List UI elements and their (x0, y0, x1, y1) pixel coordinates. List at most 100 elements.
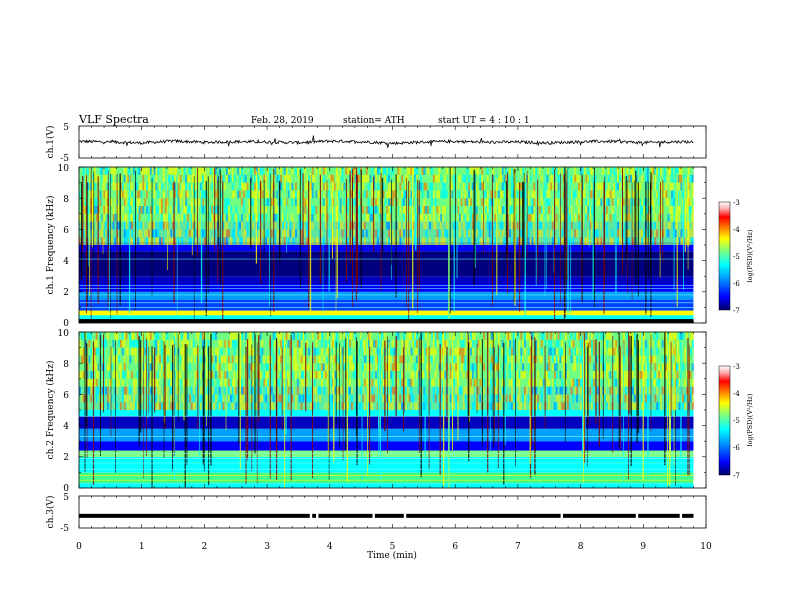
spectrogram-cell (611, 174, 614, 183)
spectrogram-cell (643, 174, 646, 183)
spectrogram-cell (244, 174, 247, 183)
spectrogram-cell (110, 221, 113, 230)
spectrogram-cell (540, 198, 543, 206)
spectrogram-cell (268, 190, 272, 199)
spectrogram-cell (82, 190, 85, 199)
spectrogram-cell (296, 213, 300, 222)
spectrogram-cell (170, 198, 173, 206)
spectrogram-cell (79, 206, 82, 214)
spectrogram-cell (659, 206, 663, 214)
spectrogram-cell (149, 206, 152, 214)
spectrogram-cell (280, 402, 283, 410)
spectrogram-cell (542, 190, 545, 199)
spectrogram-cell (296, 237, 300, 245)
spectrogram-cell (224, 394, 227, 403)
spectrogram-cell (153, 174, 156, 183)
spectrogram-cell (680, 213, 683, 222)
spectrogram-cell (464, 198, 467, 206)
spectrogram-cell (404, 206, 408, 214)
spectrogram-cell (119, 167, 123, 175)
spectrogram-cell (561, 174, 564, 183)
spectrogram-cell (190, 386, 193, 395)
spectrogram-cell (423, 213, 426, 222)
spectrogram-cell (663, 213, 666, 222)
spectrogram-cell (533, 167, 536, 175)
spectrogram-cell (203, 402, 206, 410)
spectrogram-cell (200, 347, 203, 356)
spectrogram-cell (460, 190, 463, 199)
spectrogram-cell (101, 332, 104, 340)
spectrogram-cell (281, 332, 285, 340)
spectrogram-cell (185, 378, 188, 387)
spectrogram-cell (201, 190, 205, 199)
spectrogram-cell (669, 221, 672, 230)
spectrogram-cell (254, 190, 257, 199)
spectrogram-cell (507, 167, 510, 175)
spectrogram-cell (669, 190, 672, 199)
spectrogram-cell (300, 206, 303, 214)
spectrogram-cell (281, 355, 285, 364)
spectrogram-cell (384, 221, 387, 230)
spectrogram-cell (475, 237, 478, 245)
spectrogram-cell (149, 378, 152, 387)
spectrogram-cell (293, 206, 296, 214)
spectrogram-cell (287, 237, 290, 245)
spectrogram-cell (546, 198, 549, 206)
spectrogram-cell (192, 386, 195, 395)
spectrogram-cell (227, 378, 231, 387)
spectrogram-cell (520, 198, 523, 206)
spectrogram-cell (188, 332, 192, 340)
spectrogram-cell (308, 378, 311, 387)
spectrogram-cell (527, 198, 530, 206)
spectrogram-cell (114, 174, 117, 183)
spectrogram-cell (267, 237, 270, 245)
spectrogram-cell (93, 394, 97, 403)
spectrogram-cell (568, 198, 571, 206)
spectrogram-cell (393, 198, 396, 206)
spectrogram-cell (125, 167, 128, 175)
spectrogram-cell (298, 371, 301, 379)
spectrogram-cell (84, 229, 87, 238)
spectrogram-cell (222, 386, 225, 395)
spectrogram-cell (153, 237, 156, 245)
spectrogram-cell (140, 347, 143, 356)
spectrogram-cell (652, 229, 655, 238)
spectrogram-cell (267, 213, 270, 222)
spectrogram-cell (147, 190, 151, 199)
spectrogram-cell (181, 363, 184, 371)
spectrogram-cell (134, 198, 138, 206)
spectrogram-cell (211, 339, 214, 348)
spectrogram-cell (116, 363, 119, 371)
spectrogram-cell (254, 213, 257, 222)
spectrogram-cell (151, 174, 154, 183)
spectrogram-cell (136, 198, 139, 206)
spectrogram-cell (146, 347, 149, 356)
spectrogram-cell (293, 347, 296, 356)
spectrogram-cell (211, 402, 214, 410)
spectrogram-cell (643, 198, 646, 206)
spectrogram-cell (589, 190, 592, 199)
spectrogram-cell (214, 167, 218, 175)
spectrogram-cell (177, 386, 180, 395)
spectrogram-cell (132, 347, 136, 356)
spectrogram-cell (332, 182, 335, 191)
spectrogram-cell (233, 182, 236, 191)
spectrogram-cell (218, 182, 221, 191)
spectrogram-cell (605, 174, 609, 183)
spectrogram-cell (296, 386, 300, 395)
spectrogram-cell (412, 174, 415, 183)
spectrogram-cell (341, 190, 344, 199)
spectrogram-cell (155, 371, 158, 379)
spectrogram-cell (155, 229, 158, 238)
spectrogram-cell (352, 198, 355, 206)
spectrogram-cell (276, 174, 279, 183)
spectrogram-cell (332, 229, 335, 238)
spectrogram-cell (643, 206, 646, 214)
spectrogram-cell (99, 213, 102, 222)
spectrogram-cell (354, 174, 357, 183)
spectrogram-cell (300, 221, 303, 230)
spectrogram-cell (578, 229, 581, 238)
spectrogram-cell (538, 182, 542, 191)
spectrogram-cell (363, 213, 367, 222)
